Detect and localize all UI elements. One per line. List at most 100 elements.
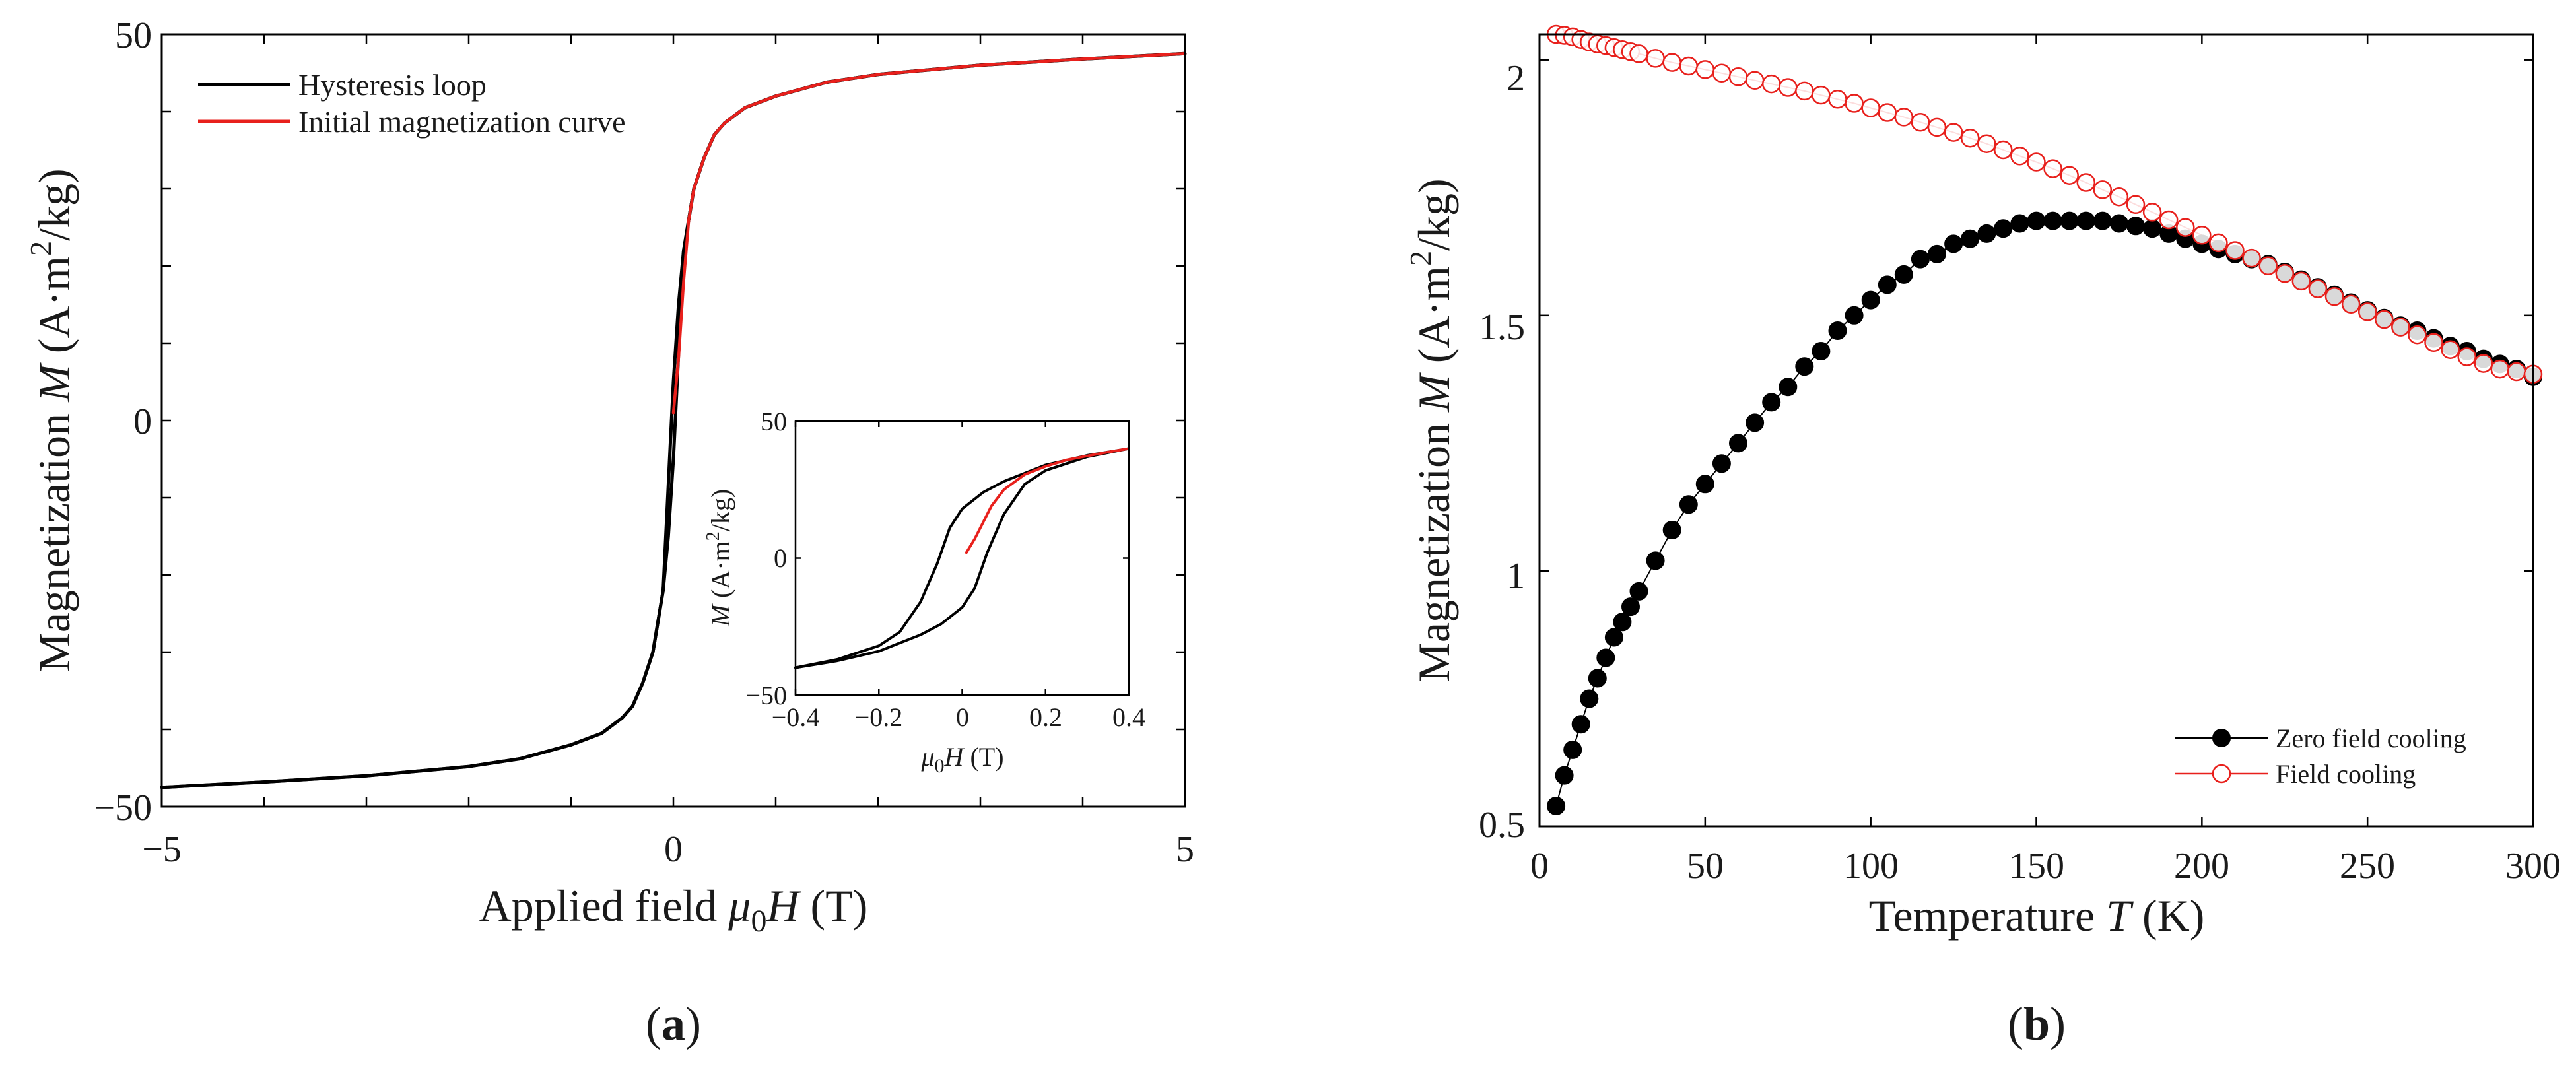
inset-xtick-4: 0.2 — [1029, 702, 1062, 732]
panel-a-xlabel: Applied field μ0H (T) — [479, 881, 868, 939]
fc-point — [2341, 294, 2361, 314]
fc-point — [2192, 226, 2212, 245]
fc-point — [2441, 340, 2460, 359]
fc-point — [2209, 233, 2228, 253]
inset-background — [796, 421, 1129, 695]
fc-point — [1779, 78, 1798, 97]
fc-point — [1728, 67, 1748, 86]
panel-a-axes-frame — [160, 33, 1186, 808]
panel-b-xtick-0: 0 — [1530, 846, 1549, 887]
inset-initial-magnetization-curve — [965, 447, 1130, 554]
zfc-point — [1928, 244, 1946, 263]
zfc-point — [1944, 234, 1963, 253]
panel-a-xtick-mid: 0 — [664, 829, 683, 870]
panel-a-plot-area — [160, 51, 1187, 789]
panel-b-xtick-50: 50 — [1687, 846, 1724, 887]
zfc-point — [1911, 250, 1930, 269]
panel-b-xtick-300: 300 — [2505, 846, 2561, 887]
panel-a-ytick-mid: 0 — [133, 401, 152, 442]
legend-label-fc: Field cooling — [2276, 759, 2416, 789]
zfc-point — [1588, 669, 1607, 688]
zfc-point — [1547, 797, 1566, 815]
panel-b-ytick-2: 2 — [1507, 58, 1525, 99]
fc-point — [1944, 123, 1963, 142]
fc-point — [2375, 310, 2394, 329]
panel-b-ytick-0.5: 0.5 — [1479, 805, 1525, 846]
zfc-point — [1795, 357, 1814, 376]
fc-point — [2507, 362, 2526, 382]
legend-label-hysteresis: Hysteresis loop — [298, 68, 487, 102]
zfc-point — [1679, 495, 1698, 514]
fc-point — [2176, 218, 2195, 237]
fc-point — [2258, 256, 2278, 275]
fc-point — [2142, 203, 2162, 222]
panel-a-legend: Hysteresis loop Initial magnetization cu… — [198, 68, 626, 139]
fc-point — [1695, 60, 1715, 79]
panel-a: 50 0 −50 −5 0 5 Applied field μ0H (T) Ma… — [24, 15, 1194, 1050]
zfc-point — [1580, 689, 1599, 708]
fc-point — [1911, 112, 1930, 132]
zfc-point — [1604, 628, 1623, 647]
legend-label-initial: Initial magnetization curve — [298, 105, 626, 139]
inset-ylabel: M (A·m2/kg) — [703, 489, 735, 627]
zfc-point — [2109, 214, 2128, 233]
zfc-point — [1861, 290, 1880, 310]
fc-point — [1761, 74, 1781, 94]
panel-b-ylabel: Magnetization M (A·m2/kg) — [1404, 178, 1459, 682]
zfc-point — [1845, 306, 1864, 325]
legend-label-zfc: Zero field cooling — [2276, 723, 2466, 753]
fc-point — [1646, 49, 1665, 68]
zfc-point — [1961, 229, 1980, 248]
panel-b-legend: Zero field cooling Field cooling — [2175, 723, 2466, 789]
panel-b-xtick-200: 200 — [2174, 846, 2229, 887]
zfc-point — [1994, 219, 2013, 238]
fc-point — [2324, 286, 2344, 306]
panel-a-ytick-top: 50 — [115, 15, 152, 56]
fc-point — [1845, 94, 1864, 113]
zfc-point — [1878, 275, 1897, 294]
fc-point — [2490, 359, 2510, 379]
panel-a-inset: 50 0 −50 −0.4 −0.2 0 0.2 0.4 μ0H (T) M (… — [703, 407, 1145, 777]
zfc-point — [1563, 740, 1582, 759]
panel-b-ytick-1: 1 — [1507, 556, 1525, 597]
fc-point — [2408, 325, 2427, 345]
panel-b-plot-area — [1546, 24, 2543, 815]
fc-point — [2126, 195, 2146, 215]
inset-xtick-5: 0.4 — [1112, 702, 1145, 732]
zfc-point — [1729, 434, 1747, 453]
fc-point — [1977, 134, 1996, 153]
fc-point — [1894, 108, 1914, 127]
panel-b-axes-frame — [1538, 33, 2534, 828]
fc-point — [1795, 81, 1814, 101]
zfc-point — [1662, 521, 1681, 539]
inset-ytick-bottom: −50 — [745, 681, 787, 710]
fc-point — [1679, 56, 1699, 76]
zfc-point — [1629, 582, 1648, 601]
fc-point — [2159, 210, 2179, 230]
panel-b-xlabel: Temperature T (K) — [1869, 890, 2205, 941]
panel-a-xtick-right: 5 — [1176, 829, 1194, 870]
fc-point — [2308, 279, 2328, 298]
zfc-point — [2143, 219, 2162, 238]
fc-point — [1878, 103, 1897, 122]
fc-point — [2357, 302, 2377, 321]
fc-point — [2291, 271, 2311, 291]
panel-a-xtick-left: −5 — [142, 829, 182, 870]
zfc-point — [2093, 211, 2112, 230]
zfc-point — [1762, 393, 1781, 412]
panel-b: 2 1.5 1 0.5 0 50 100 150 200 250 300 Tem… — [1404, 24, 2561, 1050]
inset-xtick-1: −0.4 — [772, 702, 820, 732]
initial-magnetization-curve — [671, 52, 1187, 415]
panel-b-xtick-250: 250 — [2340, 846, 2395, 887]
fc-point — [1960, 128, 1980, 148]
panel-a-caption: (a) — [646, 997, 701, 1050]
fc-point — [2027, 152, 2046, 172]
zfc-point — [1646, 551, 1665, 570]
fc-point — [1712, 63, 1732, 83]
zfc-point — [2043, 211, 2062, 230]
inset-xtick-2: −0.2 — [855, 702, 903, 732]
fc-point — [2242, 248, 2261, 268]
fc-point — [2424, 333, 2443, 352]
panel-b-xtick-150: 150 — [2009, 846, 2064, 887]
